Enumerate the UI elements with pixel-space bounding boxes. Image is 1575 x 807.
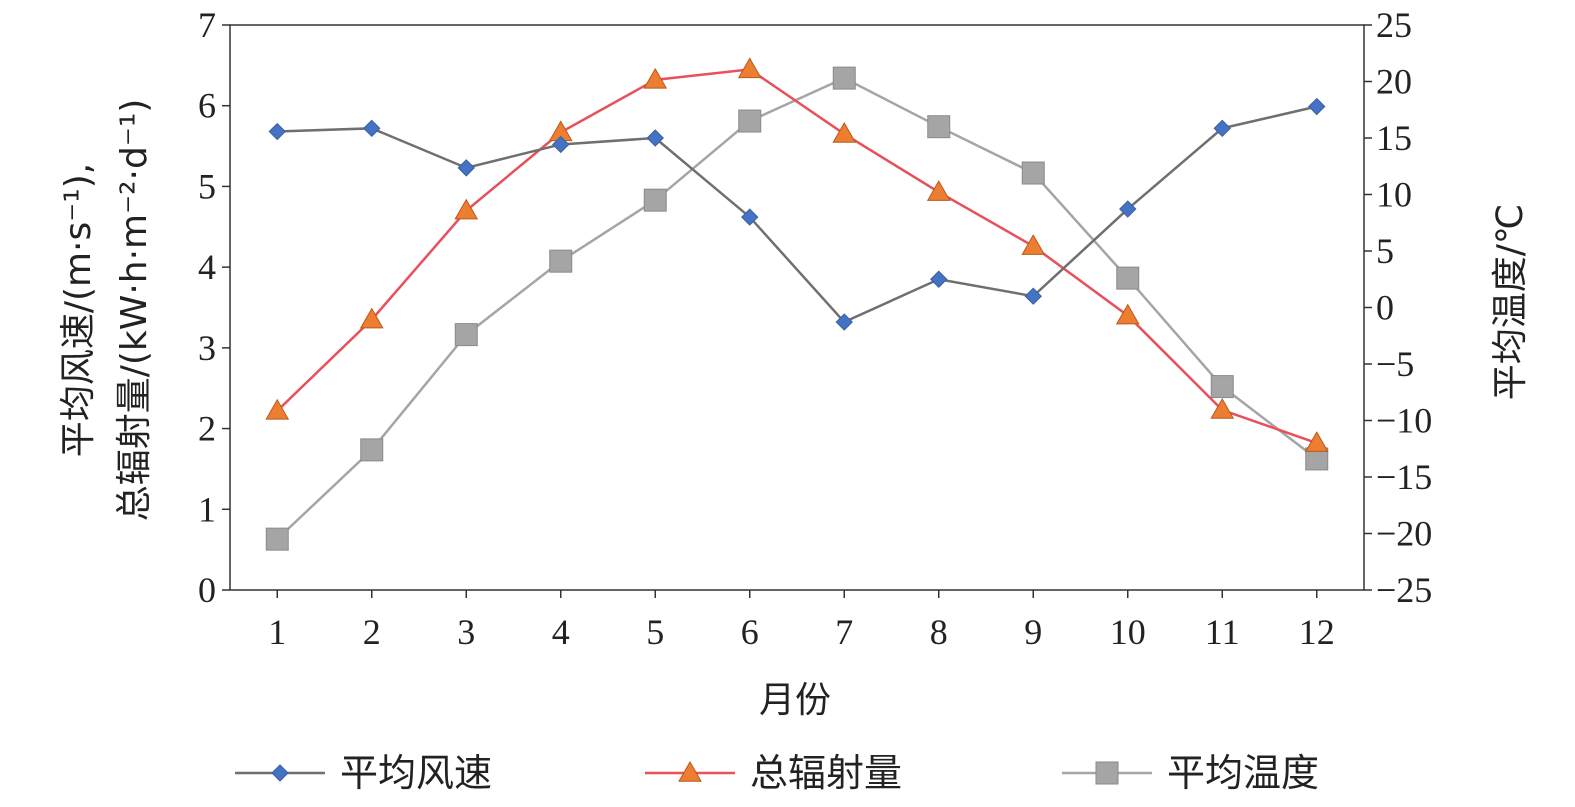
- series-line: [277, 105, 1318, 324]
- data-point: [360, 438, 384, 462]
- x-tick-label: 3: [457, 612, 475, 652]
- x-tick-label: 9: [1024, 612, 1042, 652]
- data-point: [549, 249, 573, 273]
- data-point: [1213, 119, 1231, 138]
- y-left-tick-label: 2: [198, 409, 216, 449]
- legend-marker: [1095, 761, 1119, 785]
- series-line: [276, 68, 1318, 445]
- x-tick-label: 1: [268, 612, 286, 652]
- data-point: [457, 159, 475, 177]
- y-right-tick-label: −25: [1376, 570, 1432, 610]
- data-point: [454, 323, 478, 347]
- legend-marker: [678, 760, 702, 782]
- data-point: [1119, 200, 1137, 218]
- data-point: [643, 67, 668, 89]
- data-point: [832, 66, 856, 90]
- y-left-tick-label: 0: [198, 570, 216, 610]
- data-point: [741, 208, 759, 226]
- data-point: [265, 527, 289, 551]
- data-point: [265, 398, 290, 420]
- y-right-tick-label: 10: [1376, 175, 1412, 215]
- y-axis-right-title: 平均温度/℃: [1490, 204, 1531, 401]
- data-point: [1115, 303, 1140, 325]
- x-tick-label: 6: [741, 612, 759, 652]
- series-line: [276, 76, 1318, 541]
- data-point: [1021, 161, 1045, 185]
- legend-label: 平均温度: [1167, 751, 1319, 795]
- data-point: [835, 313, 853, 331]
- data-point: [832, 121, 857, 143]
- x-tick-label: 12: [1299, 612, 1335, 652]
- legend-item: 平均温度: [1062, 751, 1319, 795]
- series-square: [265, 66, 1329, 551]
- y-right-tick-label: −20: [1376, 514, 1432, 554]
- y-left-tick-label: 4: [198, 247, 216, 287]
- y-axis-left-title-line1: 平均风速/(m·s⁻¹),: [58, 163, 99, 457]
- data-point: [1116, 266, 1140, 290]
- legend-item: 总辐射量: [645, 751, 902, 795]
- x-tick-label: 5: [646, 612, 664, 652]
- x-tick-label: 2: [363, 612, 381, 652]
- y-right-tick-label: −15: [1376, 457, 1432, 497]
- y-right-tick-label: 20: [1376, 62, 1412, 102]
- series-layer: [265, 57, 1329, 551]
- data-point: [926, 180, 951, 201]
- data-point: [643, 188, 667, 212]
- y-left-tick-label: 7: [198, 5, 216, 45]
- y-left-tick-label: 1: [198, 489, 216, 529]
- y-left-tick-label: 5: [198, 166, 216, 206]
- x-tick-label: 10: [1110, 612, 1146, 652]
- data-point: [363, 119, 381, 138]
- y-right-tick-label: 5: [1376, 231, 1394, 271]
- data-point: [1308, 97, 1326, 116]
- series-diamond: [268, 97, 1326, 331]
- legend: 平均风速 总辐射量 平均温度: [235, 751, 1319, 795]
- series-triangle: [265, 57, 1329, 452]
- data-point: [737, 57, 762, 79]
- x-tick-label: 8: [930, 612, 948, 652]
- data-point: [1210, 397, 1235, 419]
- data-point: [930, 270, 948, 288]
- x-tick-label: 11: [1205, 612, 1240, 652]
- data-point: [1021, 234, 1046, 255]
- data-point: [359, 307, 384, 329]
- y-right-tick-label: −5: [1376, 344, 1414, 384]
- y-right-tick-label: 25: [1376, 5, 1412, 45]
- data-point: [268, 122, 286, 141]
- legend-item: 平均风速: [235, 751, 492, 795]
- data-point: [927, 115, 951, 139]
- y-left-tick-label: 6: [198, 86, 216, 126]
- data-point: [1304, 431, 1329, 452]
- data-point: [1024, 287, 1042, 305]
- data-point: [738, 109, 762, 133]
- data-point: [454, 198, 479, 220]
- y-right-tick-label: 15: [1376, 118, 1412, 158]
- legend-label: 总辐射量: [750, 751, 902, 795]
- y-axis-left-title-line2: 总辐射量/(kW·h·m⁻²·d⁻¹): [114, 99, 155, 522]
- y-right-tick-label: −10: [1376, 401, 1432, 441]
- legend-label: 平均风速: [340, 751, 492, 795]
- x-tick-label: 4: [552, 612, 570, 652]
- data-point: [646, 129, 664, 147]
- x-axis-title: 月份: [759, 680, 831, 721]
- plot-frame: [229, 24, 1365, 591]
- y-left-tick-label: 3: [198, 328, 216, 368]
- legend-marker: [271, 764, 289, 782]
- y-right-tick-label: 0: [1376, 288, 1394, 328]
- data-point: [552, 135, 570, 154]
- data-point: [1210, 375, 1234, 399]
- x-tick-label: 7: [835, 612, 853, 652]
